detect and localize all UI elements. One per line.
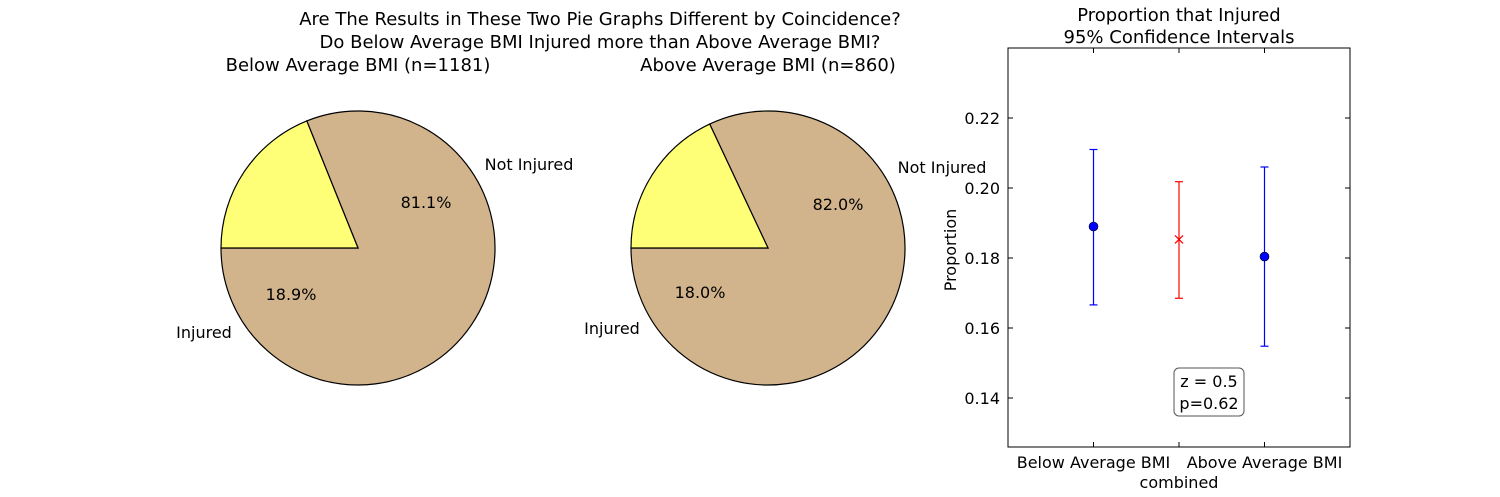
figure-suptitle-line2: Do Below Average BMI Injured more than A… xyxy=(320,32,881,53)
pie-label-injured: Injured xyxy=(176,323,232,342)
annotation-z-value: z = 0.5 xyxy=(1180,372,1237,391)
pie-value-label-injured: 18.9% xyxy=(266,285,317,304)
point-marker xyxy=(1088,221,1099,232)
y-tick-label: 0.16 xyxy=(964,319,1000,338)
annotation-p-value: p=0.62 xyxy=(1179,394,1238,413)
x-tick-label: combined xyxy=(1140,473,1219,492)
x-tick-label: Above Average BMI xyxy=(1187,453,1343,472)
pie-slice-injured xyxy=(630,123,769,249)
figure-suptitle-line1: Are The Results in These Two Pie Graphs … xyxy=(299,9,901,30)
y-axis-label: Proportion xyxy=(941,209,960,292)
pie-label-not-injured: Not Injured xyxy=(485,155,574,174)
annotation-box xyxy=(1173,367,1245,417)
ci-plot: Proportion that Injured 95% Confidence I… xyxy=(941,5,1351,492)
stats-annotation: z = 0.5 p=0.62 xyxy=(1173,367,1245,417)
pie-slice-not-injured xyxy=(630,110,906,386)
pie-value-label-not-injured: 82.0% xyxy=(813,195,864,214)
pie-value-label-not-injured: 81.1% xyxy=(401,193,452,212)
ci-title-line1: Proportion that Injured xyxy=(1077,5,1281,26)
pie-slice-injured xyxy=(220,120,359,249)
y-tick-label: 0.14 xyxy=(964,389,1000,408)
pie-chart-below-average: Below Average BMI (n=1181) Not Injured I… xyxy=(176,55,574,386)
pie-label-not-injured: Not Injured xyxy=(898,158,987,177)
y-tick-label: 0.22 xyxy=(964,109,1000,128)
pie-title: Below Average BMI (n=1181) xyxy=(226,55,491,76)
ci-title-line2: 95% Confidence Intervals xyxy=(1064,27,1295,48)
y-tick-label: 0.20 xyxy=(964,179,1000,198)
x-tick-label: Below Average BMI xyxy=(1017,453,1171,472)
point-marker-x xyxy=(1174,235,1184,244)
y-tick-label: 0.18 xyxy=(964,249,1000,268)
pie-value-label-injured: 18.0% xyxy=(675,283,726,302)
point-marker xyxy=(1259,251,1270,262)
pie-label-injured: Injured xyxy=(584,319,640,338)
pie-title: Above Average BMI (n=860) xyxy=(640,55,896,76)
pie-chart-above-average: Above Average BMI (n=860) Not Injured In… xyxy=(584,55,987,386)
